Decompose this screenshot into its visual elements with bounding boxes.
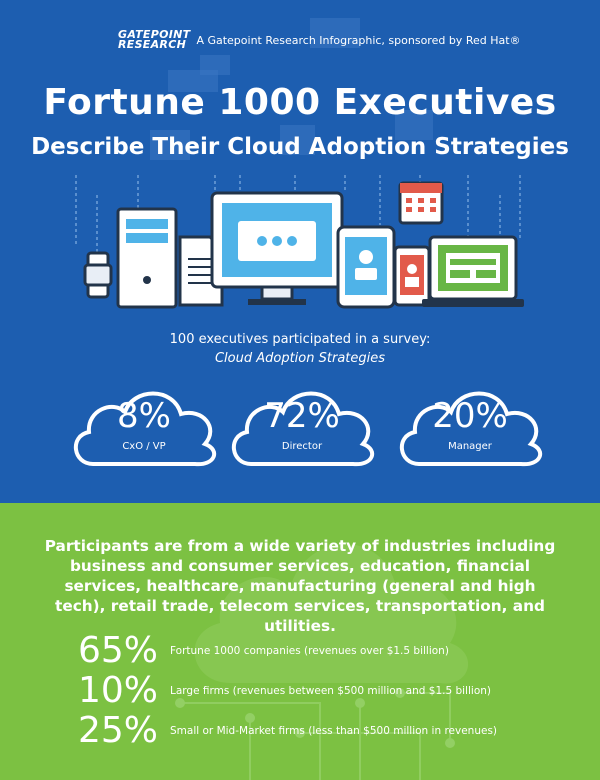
header: GATEPOINT RESEARCH A Gatepoint Research …	[118, 28, 521, 51]
stat-number: 25%	[78, 710, 159, 751]
sponsor-text: A Gatepoint Research Infographic, sponso…	[196, 33, 521, 47]
survey-line2: Cloud Adoption Strategies	[214, 351, 386, 366]
stat-description: Small or Mid-Market firms (less than $50…	[170, 724, 498, 737]
bg-block	[200, 55, 230, 75]
stat-description: Large firms (revenues between $500 milli…	[170, 684, 491, 697]
smartwatch-icon	[83, 251, 113, 299]
bg-cloud-network	[175, 544, 469, 780]
logo-line1: GATEPOINT	[118, 28, 191, 41]
bg-block	[150, 130, 190, 160]
tablet-icon	[336, 225, 396, 309]
stat-description: Fortune 1000 companies (revenues over $1…	[170, 644, 449, 657]
survey-line1: 100 executives participated in a survey:	[169, 332, 431, 347]
bg-block	[168, 70, 218, 92]
phone-icon	[393, 245, 431, 307]
bottom-section	[0, 503, 600, 780]
stat-number: 65%	[78, 630, 159, 671]
cloud-cxo: 8% CxO / VP	[63, 378, 225, 478]
cloud-label: Director	[281, 441, 323, 452]
cloud-icon	[231, 391, 375, 467]
cloud-icon	[399, 391, 543, 467]
envelope-icon	[310, 18, 360, 48]
cloud-label: CxO / VP	[122, 441, 166, 452]
industries-paragraph: Participants are from a wide variety of …	[44, 537, 556, 635]
bg-block	[280, 125, 315, 155]
stat-row: 10% Large firms (revenues between $500 m…	[78, 670, 491, 711]
gatepoint-logo: GATEPOINT RESEARCH	[118, 28, 191, 51]
cloud-pct: 20%	[432, 396, 508, 436]
stat-row: 65% Fortune 1000 companies (revenues ove…	[78, 630, 449, 671]
server-icon	[116, 207, 178, 309]
logo-line2: RESEARCH	[118, 38, 187, 51]
cloud-manager: 20% Manager	[389, 378, 551, 478]
bg-block	[395, 110, 433, 140]
cloud-director: 72% Director	[221, 378, 383, 478]
cloud-label: Manager	[448, 441, 492, 452]
title-line1: Fortune 1000 Executives	[43, 82, 557, 123]
cloud-icon	[73, 391, 217, 467]
stat-number: 10%	[78, 670, 159, 711]
devices-illustration	[75, 175, 524, 309]
cloud-pct: 8%	[117, 396, 171, 436]
stat-row: 25% Small or Mid-Market firms (less than…	[78, 710, 497, 751]
monitor-icon	[210, 191, 344, 305]
title-line2: Describe Their Cloud Adoption Strategies	[31, 134, 569, 160]
top-section: GATEPOINT RESEARCH A Gatepoint Research …	[0, 0, 600, 503]
laptop-icon	[422, 235, 524, 307]
cloud-pct: 72%	[264, 396, 340, 436]
calendar-icon	[398, 181, 444, 225]
